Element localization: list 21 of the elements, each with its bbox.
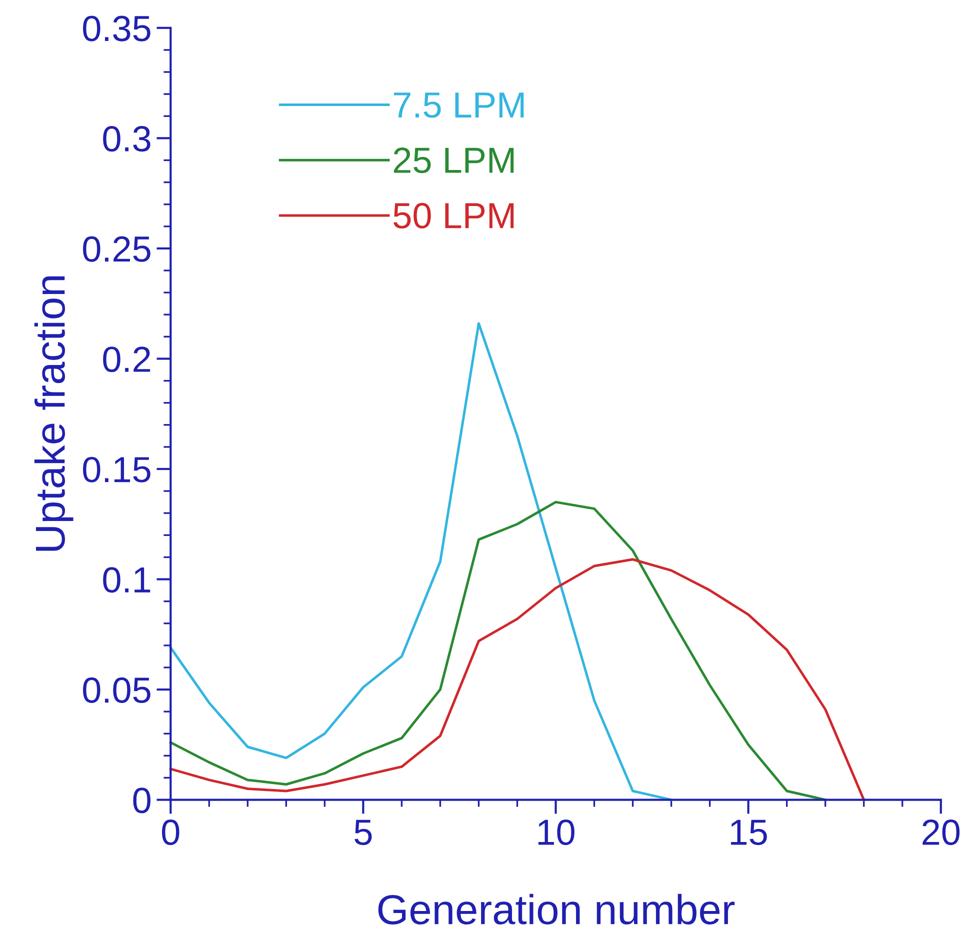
x-tick-label: 5 [354,820,372,846]
x-axis-title: Generation number [378,894,735,924]
y-tick-label: 0.25 [83,236,150,262]
x-tick-label: 0 [162,820,180,846]
y-axis-title: Uptake fraction [34,276,74,551]
legend-label: 50 LPM [394,202,514,228]
legend-label: 7.5 LPM [394,92,524,118]
legend-label: 25 LPM [394,148,514,174]
line-series [169,322,673,802]
x-tick-label: 20 [922,820,960,846]
y-tick-label: 0.35 [83,16,150,42]
x-tick-label: 15 [730,820,767,846]
y-tick-label: 0.1 [103,567,150,593]
y-tick-label: 0.15 [83,456,150,482]
y-tick-label: 0.3 [103,126,150,152]
y-tick-label: 0.2 [103,346,150,372]
y-tick-label: 0.05 [83,677,150,703]
x-tick-label: 10 [538,820,574,846]
line-series [169,500,827,802]
y-tick-label: 0 [133,788,150,814]
line-series [169,558,866,802]
